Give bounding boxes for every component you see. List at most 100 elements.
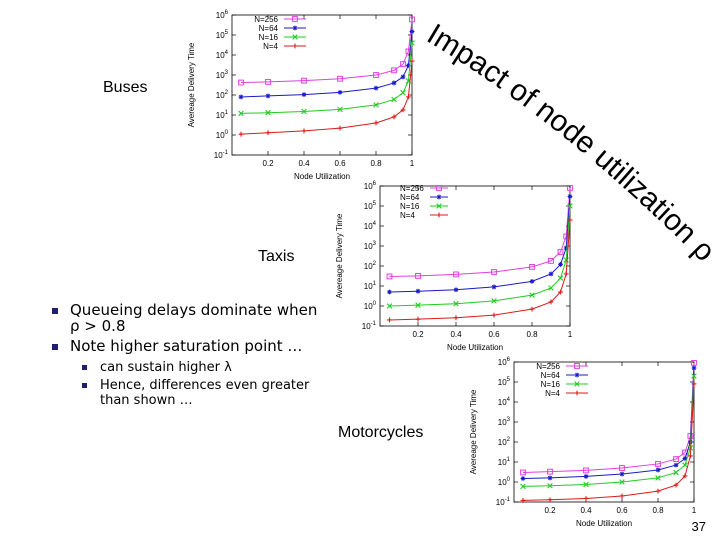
data-point: [547, 482, 553, 489]
data-point: [563, 271, 569, 277]
data-point: [391, 114, 397, 120]
sub-bullet-item: can sustain higher λ: [50, 360, 320, 375]
data-point: [406, 63, 411, 68]
x-axis: 0.2 0.4 0.6 0.8 1: [262, 15, 415, 168]
tick-label: 100: [498, 477, 511, 487]
data-point: [567, 185, 573, 191]
data-point: [391, 96, 397, 103]
data-point: [409, 16, 415, 23]
data-point: [387, 289, 392, 295]
data-point: [453, 271, 459, 278]
legend-marker: [292, 25, 298, 31]
legend-label: N=4: [400, 211, 415, 220]
data-point: [567, 194, 573, 199]
data-point: [491, 284, 497, 290]
data-point: [655, 467, 661, 473]
data-point: [567, 203, 573, 209]
tick-label: 105: [216, 30, 229, 40]
tick-label: 0.6: [334, 159, 346, 168]
tick-label: 102: [498, 437, 511, 447]
x-axis-title: Node Utilization: [576, 519, 632, 528]
data-point: [373, 120, 379, 126]
tick-label: 101: [498, 457, 511, 467]
data-point: [386, 303, 393, 309]
series-n-4: [387, 217, 573, 323]
data-point: [520, 483, 526, 490]
taxis-chart: 10-1 100 101 102 103 104 105 106 0.2 0.4 0.6 0.8 1 No…: [335, 181, 573, 352]
buses-label: Buses: [103, 79, 148, 96]
y-axis-title: Avereage Delivery Time: [469, 389, 478, 474]
data-point: [619, 493, 625, 499]
legend-label: N=64: [259, 24, 279, 33]
legend-marker: [574, 390, 580, 396]
data-point: [337, 106, 343, 113]
data-point: [688, 453, 693, 459]
motorcycles-label: Motorcycles: [338, 424, 424, 441]
tick-label: 0.8: [370, 159, 382, 168]
data-point: [682, 456, 688, 461]
bullet-item: Note higher saturation point …: [50, 338, 320, 354]
data-point: [619, 479, 625, 485]
data-point: [373, 102, 379, 108]
data-point: [548, 299, 554, 305]
series-line: [240, 19, 413, 84]
data-point: [265, 93, 271, 99]
data-point: [453, 300, 459, 307]
series-n-16: [520, 373, 697, 490]
plot-frame: [231, 14, 413, 156]
tick-label: 1: [410, 159, 415, 168]
data-point: [520, 498, 526, 503]
data-point: [691, 373, 697, 379]
legend-marker: [436, 203, 442, 209]
data-point: [682, 462, 688, 468]
data-point: [391, 80, 397, 86]
data-point: [619, 465, 625, 471]
data-point: [415, 316, 421, 322]
legend-marker: [436, 194, 442, 200]
tick-label: 104: [364, 221, 377, 231]
tick-label: 102: [216, 90, 229, 100]
tick-label: 100: [364, 301, 377, 311]
series-line: [389, 187, 571, 277]
legend-marker: [436, 185, 442, 191]
series-n-256: [238, 16, 415, 86]
data-point: [238, 131, 244, 137]
y-axis: 10-1 100 101 102 103 104 105 106: [496, 357, 694, 507]
series-line: [522, 362, 695, 473]
data-point: [673, 456, 679, 462]
data-point: [547, 497, 553, 503]
page-number: 37: [691, 519, 706, 534]
plot-frame: [513, 361, 695, 503]
data-point: [337, 89, 343, 95]
data-point: [691, 360, 697, 366]
data-point: [583, 496, 589, 501]
tick-label: 0.2: [544, 506, 556, 515]
series-n-256: [386, 185, 573, 280]
tick-label: 106: [216, 10, 229, 20]
data-point: [548, 271, 554, 277]
tick-label: 0.8: [526, 330, 538, 339]
tick-label: 101: [216, 110, 229, 120]
x-axis: 0.2 0.4 0.6 0.8 1: [412, 186, 573, 339]
tick-label: 10-1: [214, 150, 229, 160]
buses-chart: 10-1 100 101 102 103 104 105 106 0.2 0.4 0.6 0.8 1 No…: [187, 10, 415, 181]
tick-label: 100: [216, 130, 229, 140]
taxis-label: Taxis: [258, 248, 295, 265]
legend-marker: [574, 363, 580, 369]
data-point: [583, 481, 589, 488]
data-point: [567, 217, 573, 223]
bullet-item: Queueing delays dominate when ρ > 0.8: [50, 302, 320, 334]
tick-label: 102: [364, 261, 377, 271]
bullet-list: Queueing delays dominate when ρ > 0.8 No…: [50, 302, 320, 411]
data-point: [265, 79, 271, 85]
data-point: [583, 467, 589, 474]
data-point: [557, 275, 564, 281]
x-axis-title: Node Utilization: [294, 172, 350, 181]
data-point: [387, 317, 392, 323]
series-n-64: [387, 194, 573, 295]
data-point: [400, 89, 406, 96]
data-point: [548, 285, 554, 291]
legend-label: N=256: [400, 184, 424, 193]
